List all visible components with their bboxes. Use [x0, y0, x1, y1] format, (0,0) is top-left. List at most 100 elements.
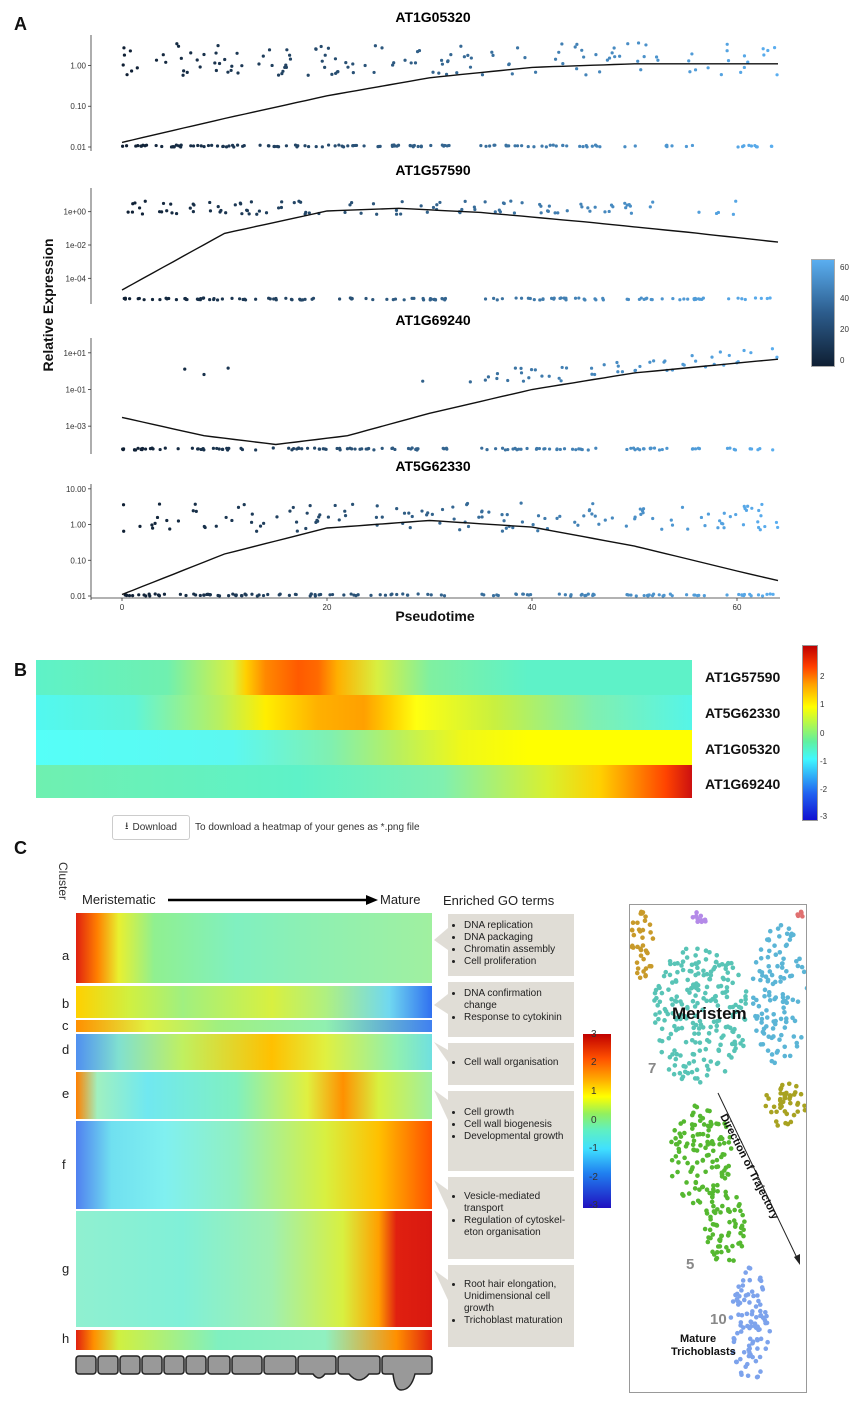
data-point — [590, 372, 594, 376]
heatmap-row — [36, 730, 692, 765]
data-point — [227, 594, 231, 598]
data-point — [221, 144, 225, 148]
data-point — [725, 42, 729, 46]
data-point — [573, 45, 577, 49]
umap-point — [701, 1122, 707, 1127]
data-point — [661, 594, 665, 598]
umap-point — [738, 1356, 743, 1362]
umap-point — [798, 1091, 804, 1097]
data-point — [135, 66, 139, 70]
umap-point — [689, 1112, 695, 1118]
umap-point — [691, 1147, 696, 1152]
data-point — [495, 376, 499, 381]
data-point — [680, 505, 685, 509]
data-point — [174, 298, 179, 302]
umap-point — [734, 1359, 739, 1365]
data-point — [154, 58, 159, 62]
umap-point — [672, 1023, 677, 1029]
data-point — [176, 519, 181, 523]
umap-point — [681, 1193, 686, 1198]
go-term-box: Cell wall organisation — [448, 1043, 574, 1085]
data-point — [154, 143, 158, 148]
data-point — [657, 448, 662, 452]
umap-point — [779, 961, 785, 967]
data-point — [749, 594, 753, 598]
data-point — [716, 526, 720, 530]
umap-point — [659, 1049, 665, 1055]
umap-point — [714, 1061, 720, 1067]
data-point — [216, 44, 220, 48]
data-point — [493, 210, 497, 214]
data-point — [520, 144, 524, 148]
data-point — [372, 448, 376, 452]
umap-point — [716, 1047, 721, 1053]
data-point — [652, 446, 657, 450]
data-point — [190, 446, 194, 450]
data-point — [595, 144, 599, 148]
data-point — [487, 510, 491, 514]
data-point — [255, 594, 259, 598]
umap-point — [782, 1009, 787, 1015]
data-point — [660, 447, 664, 452]
data-point — [323, 447, 327, 451]
cluster-band — [76, 1020, 432, 1032]
umap-point — [683, 1039, 689, 1045]
umap-point — [770, 1026, 776, 1031]
umap-point — [718, 983, 724, 989]
umap-point — [736, 972, 741, 978]
umap-point — [702, 917, 708, 923]
expression-plot: AT1G05320 0.01 0.10 1.00 — [70, 9, 779, 152]
umap-point — [710, 1221, 716, 1227]
umap-point — [630, 920, 636, 926]
data-point — [742, 65, 746, 70]
data-point — [288, 57, 293, 61]
data-point — [693, 593, 697, 597]
expression-plot: AT1G57590 1e-04 1e-02 1e+00 — [64, 162, 779, 304]
data-point — [719, 521, 724, 525]
umap-point — [695, 916, 700, 922]
data-point — [505, 513, 509, 517]
data-point — [758, 447, 762, 451]
data-point — [139, 144, 143, 148]
mature-trichoblasts-label-2: Trichoblasts — [671, 1346, 736, 1358]
data-point — [313, 594, 317, 598]
data-point — [492, 296, 496, 300]
data-point — [439, 593, 443, 597]
data-point — [202, 372, 206, 377]
data-point — [185, 70, 189, 74]
data-point — [206, 143, 211, 148]
umap-point — [703, 1169, 708, 1175]
data-point — [554, 144, 558, 148]
gene-title: AT1G05320 — [395, 9, 470, 25]
data-point — [314, 144, 318, 149]
y-tick-label: 1.00 — [70, 521, 86, 530]
data-point — [288, 509, 292, 513]
data-point — [374, 515, 379, 519]
data-point — [665, 143, 669, 147]
data-point — [739, 70, 743, 74]
umap-point — [757, 1327, 762, 1332]
go-term: Cell growth — [464, 1107, 568, 1119]
x-tick-label: 0 — [120, 603, 125, 612]
data-point — [485, 448, 489, 452]
data-point — [183, 367, 187, 371]
data-point — [165, 518, 169, 523]
download-button[interactable]: ⭳ Download — [112, 815, 190, 840]
umap-point — [766, 963, 772, 969]
data-point — [121, 63, 125, 67]
umap-point — [713, 998, 719, 1004]
data-point — [648, 447, 653, 451]
data-point — [294, 520, 299, 524]
data-point — [533, 368, 537, 372]
data-point — [438, 200, 442, 205]
umap-point — [758, 956, 764, 961]
data-point — [536, 529, 540, 533]
data-point — [607, 209, 611, 214]
data-point — [526, 144, 530, 149]
data-point — [636, 41, 641, 45]
umap-point — [725, 1171, 730, 1177]
umap-point — [690, 1133, 696, 1139]
data-point — [239, 593, 244, 598]
umap-point — [709, 1194, 715, 1200]
umap-point — [791, 1034, 797, 1039]
